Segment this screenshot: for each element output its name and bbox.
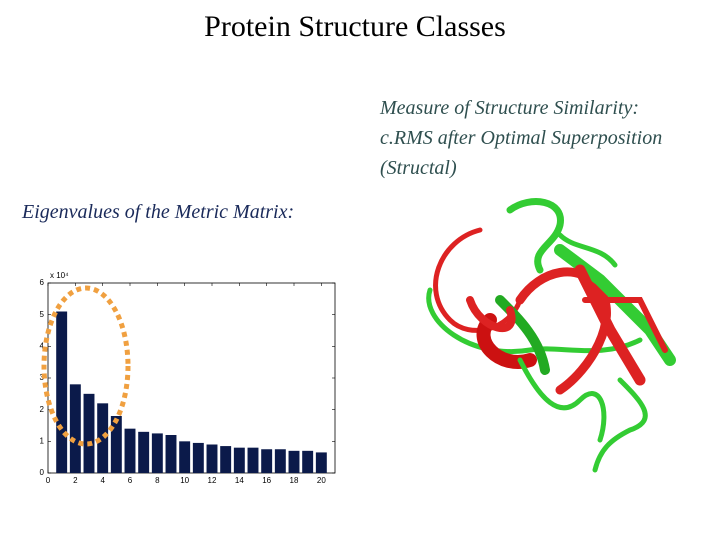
bar [206, 444, 218, 473]
bar [138, 431, 150, 473]
bar [233, 447, 245, 473]
bar [192, 442, 204, 473]
bar [261, 449, 273, 473]
bar [315, 452, 327, 473]
bar [83, 393, 95, 473]
highlight-ellipse [41, 285, 131, 447]
x-tick-label: 6 [128, 476, 133, 485]
bar [165, 435, 177, 473]
x-tick-label: 0 [46, 476, 51, 485]
caption-line: (Structal) [380, 157, 457, 179]
eigen-caption: Eigenvalues of the Metric Matrix: [21, 201, 294, 223]
y-tick-label: 0 [40, 468, 45, 477]
bar [110, 416, 122, 473]
x-tick-label: 16 [262, 476, 271, 485]
bar [288, 450, 300, 473]
bar [302, 450, 314, 473]
y-tick-label: 2 [40, 405, 45, 414]
bar [247, 447, 259, 473]
protein-image [426, 198, 676, 473]
y-tick-label: 5 [40, 310, 45, 319]
y-tick-label: 4 [40, 341, 45, 350]
bar [124, 428, 136, 473]
bar [274, 449, 286, 473]
y-tick-label: 6 [40, 278, 45, 287]
x-tick-label: 20 [317, 476, 326, 485]
slide-title: Protein Structure Classes [204, 10, 506, 43]
caption-line: Measure of Structure Similarity: [379, 97, 639, 119]
caption-line: c.RMS after Optimal Superposition [380, 127, 662, 149]
x-tick-label: 8 [155, 476, 160, 485]
bar [97, 403, 109, 473]
x-tick-label: 4 [100, 476, 105, 485]
bar [151, 433, 163, 473]
y-tick-label: 1 [40, 436, 45, 445]
y-multiplier: x 10⁴ [50, 271, 69, 280]
bar [220, 446, 232, 473]
x-tick-label: 14 [235, 476, 244, 485]
bar [179, 441, 191, 473]
x-tick-label: 10 [180, 476, 189, 485]
x-tick-label: 12 [208, 476, 217, 485]
bar [69, 384, 81, 473]
x-tick-label: 18 [290, 476, 299, 485]
bar [56, 311, 68, 473]
x-tick-label: 2 [73, 476, 78, 485]
